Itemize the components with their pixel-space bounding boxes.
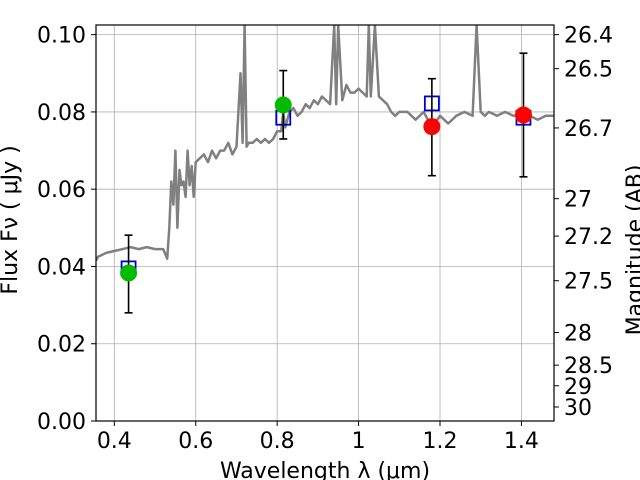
y-tick-label: 0.08 [37,101,86,126]
grid [96,25,554,422]
observed-photometry-point [514,106,532,124]
y-axis-ticks: 0.00 0.02 0.04 0.06 0.08 0.10 [37,24,96,435]
plot-frame [95,24,555,422]
right-tick-label: 26.5 [564,58,613,83]
x-tick-label: 0.4 [97,429,132,454]
observed-photometry-point [274,96,292,114]
right-tick-label: 26.4 [564,24,613,49]
right-tick-label: 29 [564,375,592,400]
right-tick-label: 28.5 [564,354,613,379]
right-axis-label: Magnitude (AB) [623,165,640,336]
x-tick-label: 1 [352,429,366,454]
y-tick-label: 0.02 [37,333,86,358]
right-tick-label: 27.2 [564,225,613,250]
right-tick-label: 28 [564,321,592,346]
observed-photometry-point [120,264,138,282]
model-spectrum-line [96,25,554,262]
x-tick-label: 0.8 [260,429,295,454]
x-tick-label: 1.4 [504,429,539,454]
x-tick-label: 0.6 [178,429,213,454]
x-tick-label: 1.2 [423,429,458,454]
right-tick-label: 30 [564,396,592,421]
y-tick-label: 0.06 [37,178,86,203]
model-spectrum [96,25,554,262]
x-axis-ticks: 0.4 0.6 0.8 1 1.2 1.4 [97,421,539,454]
y-tick-label: 0.00 [37,410,86,435]
x-axis-label: Wavelength λ (μm) [220,459,430,480]
observed-photometry-point [423,118,441,136]
right-tick-label: 27.5 [564,270,613,295]
photometry-markers [120,52,532,314]
y-tick-label: 0.10 [37,24,86,49]
right-tick-label: 26.7 [564,117,613,142]
y-tick-label: 0.04 [37,255,86,280]
right-tick-label: 27 [564,188,592,213]
y-axis-label: Flux Fν ( μJy ) [0,145,23,294]
